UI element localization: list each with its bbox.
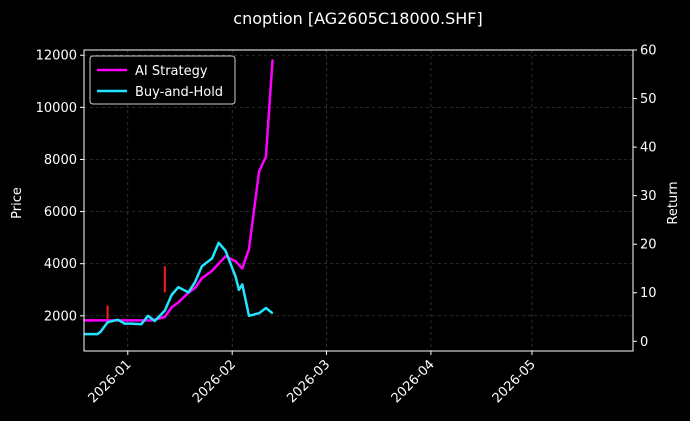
series-1-point	[238, 289, 240, 291]
series-1-point	[241, 283, 243, 286]
series-1-point	[117, 319, 119, 321]
series-0-point	[170, 306, 173, 308]
series-1-point	[218, 242, 220, 244]
legend-label-ai-strategy: AI Strategy	[135, 64, 208, 79]
y2-axis-label: Return	[666, 181, 681, 224]
series-1-point	[224, 250, 227, 252]
series-0-point	[234, 260, 237, 262]
series-0-point	[201, 277, 203, 279]
series-0-point	[130, 319, 132, 322]
y2-tick-label: 60	[640, 44, 657, 59]
series-1-point	[164, 310, 166, 312]
y2-tick-label: 40	[640, 141, 657, 156]
series-0-point	[140, 319, 142, 322]
series-0-point	[218, 263, 220, 265]
series-0-point	[224, 255, 227, 257]
series-0-point	[194, 287, 196, 289]
y-tick-label: 12000	[36, 49, 77, 64]
series-1-point	[187, 291, 190, 293]
plot-frame	[83, 49, 634, 352]
series-1-point	[258, 312, 260, 314]
y-tick-label: 6000	[44, 205, 77, 220]
y2-tick-label: 30	[640, 189, 657, 204]
series-0-point	[106, 319, 109, 322]
legend: AI Strategy Buy-and-Hold	[89, 55, 236, 105]
series-1-point	[234, 276, 237, 278]
series-1-point	[106, 321, 109, 323]
series-1-point	[265, 307, 267, 309]
y-tick-label: 4000	[44, 257, 77, 272]
series-line-1	[84, 241, 274, 336]
y-tick-label: 10000	[36, 101, 77, 116]
series-1-point	[130, 323, 132, 325]
series-0-point	[96, 319, 99, 322]
series-1-point	[123, 323, 126, 325]
series-0-point	[177, 301, 179, 304]
y-tick-label: 8000	[44, 153, 77, 168]
y2-tick-label: 10	[640, 286, 657, 301]
grid	[84, 50, 633, 351]
y-tick-label: 2000	[44, 309, 77, 324]
series-0-point	[272, 59, 274, 61]
y2-tick-label: 20	[640, 238, 657, 253]
series-1-point	[154, 320, 156, 322]
series-1-point	[140, 323, 142, 325]
chart-title: cnoption [AG2605C18000.SHF]	[233, 9, 482, 28]
y2-tick-label: 50	[640, 92, 657, 107]
marks	[83, 59, 274, 336]
series-0-point	[123, 319, 126, 322]
series-1-point	[201, 265, 203, 267]
series-1-point	[100, 330, 102, 333]
series-1-point	[96, 333, 99, 335]
series-1-point	[211, 257, 213, 260]
y2-tick-label: 0	[640, 335, 648, 350]
series-0-point	[211, 270, 213, 272]
series-0-point	[265, 156, 267, 158]
legend-label-buy-and-hold: Buy-and-Hold	[135, 85, 223, 100]
series-1-point	[147, 315, 149, 317]
series-0-point	[258, 170, 260, 172]
series-1-point	[177, 286, 179, 288]
series-1-point	[248, 315, 250, 317]
series-1-point	[194, 281, 196, 283]
series-0-point	[248, 248, 250, 250]
series-0-point	[241, 267, 243, 270]
y-axis-label: Price	[10, 187, 25, 219]
series-1-point	[272, 312, 274, 314]
series-1-point	[170, 294, 173, 296]
series-0-point	[164, 316, 166, 318]
